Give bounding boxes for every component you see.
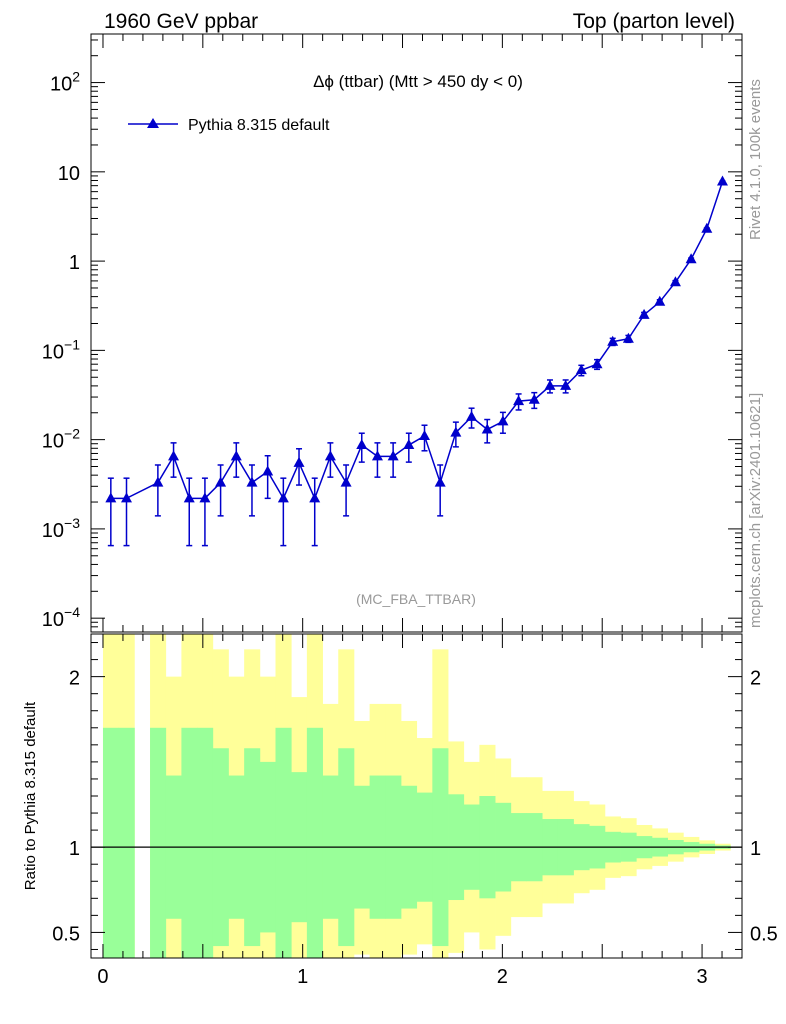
data-point <box>168 450 180 461</box>
y-tick-label: 1 <box>69 252 80 274</box>
ratio-y-tick-label: 0.5 <box>52 923 80 945</box>
data-point <box>246 476 258 487</box>
data-point <box>152 476 164 487</box>
ratio-y-tick-label-right: 1 <box>750 838 761 860</box>
band-bin <box>181 727 198 958</box>
y-tick-label: 10−1 <box>42 336 80 363</box>
data-point <box>716 175 728 186</box>
data-point <box>575 364 587 375</box>
y-tick-label: 10−4 <box>42 604 80 631</box>
ratio-axes: 0.5 0.5 1 1 2 2 0 1 2 3 <box>52 634 778 988</box>
data-point <box>121 492 133 503</box>
legend-label: Pythia 8.315 default <box>188 117 330 134</box>
data-point <box>356 439 368 450</box>
data-point <box>434 476 446 487</box>
data-point <box>607 335 619 346</box>
legend-marker <box>147 118 159 128</box>
y-tick-label: 10−2 <box>42 426 80 453</box>
band-bin <box>306 727 323 958</box>
ratio-y-tick-label-right: 2 <box>750 668 761 690</box>
data-point <box>387 450 399 461</box>
data-point <box>544 379 556 390</box>
data-point <box>324 450 336 461</box>
y-tick-base: 10 <box>42 431 64 453</box>
data-point <box>309 492 321 503</box>
data-point <box>293 456 305 467</box>
data-point <box>371 450 383 461</box>
y-tick-base: 10 <box>50 74 72 96</box>
x-tick-label: 0 <box>97 966 108 988</box>
data-point <box>340 476 352 487</box>
y-tick-base: 10 <box>42 609 64 631</box>
header-right: Top (parton level) <box>573 10 735 33</box>
data-point <box>685 253 697 264</box>
data-point <box>638 308 650 319</box>
data-point <box>450 426 462 437</box>
data-point <box>481 423 493 434</box>
data-point <box>701 222 713 233</box>
x-tick-label: 1 <box>297 966 308 988</box>
data-point <box>466 410 478 421</box>
data-point <box>199 492 211 503</box>
band-bin <box>197 727 214 958</box>
ratio-y-tick-label-right: 0.5 <box>750 923 778 945</box>
y-tick-label: 10 <box>58 163 80 185</box>
data-point <box>654 295 666 306</box>
y-tick-base: 10 <box>58 163 80 185</box>
y-tick-base: 10 <box>42 520 64 542</box>
y-tick-exp: −4 <box>64 604 80 620</box>
ratio-y-tick-label: 1 <box>69 838 80 860</box>
data-point <box>215 476 227 487</box>
data-point <box>277 492 289 503</box>
ratio-frame <box>90 633 743 959</box>
header-left: 1960 GeV ppbar <box>104 10 258 33</box>
band-bin <box>118 727 135 958</box>
y-tick-label: 102 <box>50 69 80 96</box>
data-point <box>591 358 603 369</box>
data-point <box>528 393 540 404</box>
y-tick-exp: −3 <box>64 515 80 531</box>
data-point <box>403 439 415 450</box>
y-tick-base: 10 <box>42 341 64 363</box>
data-point <box>183 492 195 503</box>
y-tick-exp: −1 <box>64 336 80 352</box>
data-point <box>560 379 572 390</box>
y-tick-base: 1 <box>69 252 80 274</box>
data-point <box>230 450 242 461</box>
legend: Pythia 8.315 default <box>128 117 330 134</box>
y-tick-exp: −2 <box>64 426 80 442</box>
data-point <box>419 429 431 440</box>
chart-title: Δϕ (ttbar) (Mtt > 450 dy < 0) <box>313 72 523 91</box>
ratio-y-tick-label: 2 <box>69 668 80 690</box>
band-bin <box>275 727 292 958</box>
data-point <box>513 395 525 406</box>
x-tick-label: 2 <box>497 966 508 988</box>
analysis-tag: (MC_FBA_TTBAR) <box>356 591 476 607</box>
ratio-ylabel: Ratio to Pythia 8.315 default <box>22 701 39 890</box>
band-bin <box>150 727 167 958</box>
data-point <box>622 332 634 343</box>
x-tick-label: 3 <box>696 966 707 988</box>
band-bin <box>102 727 120 958</box>
main-plot-area <box>105 175 728 547</box>
data-point <box>497 415 509 426</box>
data-point <box>105 492 117 503</box>
ratio-panel: 0.5 0.5 1 1 2 2 0 1 2 3 Ratio to Pythia 8.315 def… <box>22 633 778 988</box>
rivet-label: Rivet 4.1.0, 100k events <box>747 79 764 240</box>
y-tick-label: 10−3 <box>42 515 80 542</box>
ratio-plot-area <box>91 634 742 958</box>
y-tick-exp: 2 <box>72 69 80 85</box>
main-frame <box>90 33 743 633</box>
source-label: mcplots.cern.ch [arXiv:2401.10621] <box>747 393 764 628</box>
data-point <box>262 465 274 476</box>
data-point <box>669 276 681 287</box>
